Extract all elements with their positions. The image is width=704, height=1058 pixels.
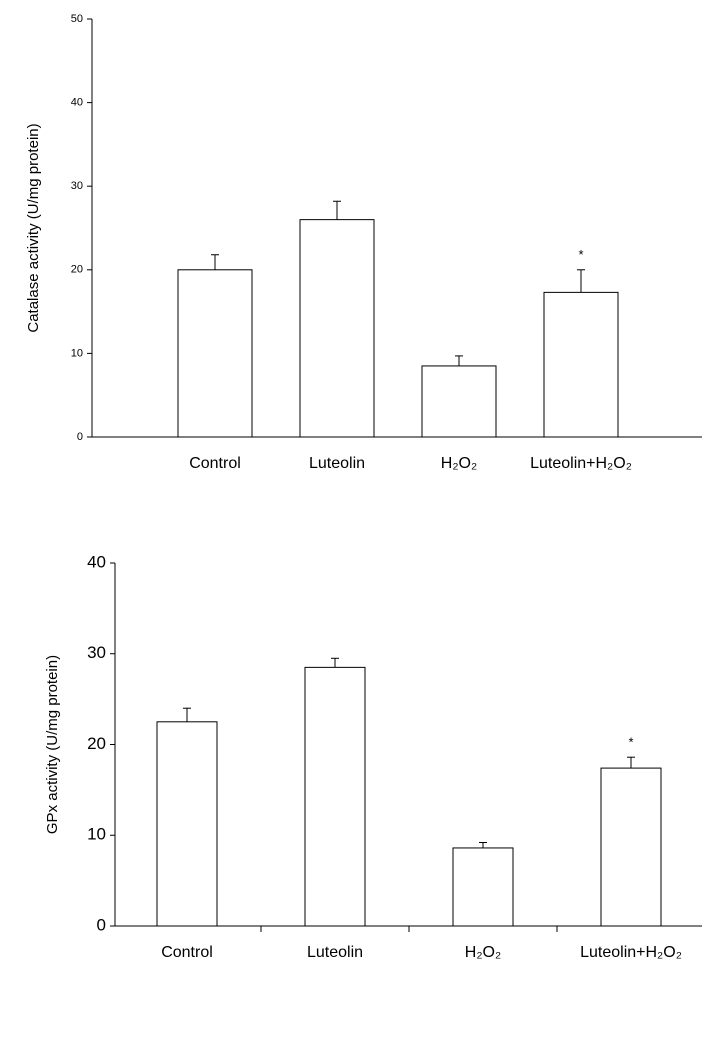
y-tick-label: 50: [71, 13, 83, 25]
bar: [305, 667, 365, 926]
y-axis-label: Catalase activity (U/mg protein): [25, 123, 42, 332]
x-tick-label: Control: [189, 455, 241, 472]
significance-label: *: [578, 247, 583, 262]
y-axis-label: GPx activity (U/mg protein): [44, 655, 61, 834]
x-tick-label: Luteolin+H₂O₂: [580, 944, 682, 961]
bar: [157, 722, 217, 926]
x-tick-label: Control: [161, 944, 213, 961]
y-tick-label: 40: [71, 97, 83, 109]
x-tick-label: Luteolin+H₂O₂: [530, 455, 632, 472]
y-tick-label: 10: [71, 347, 83, 359]
x-tick-label: Luteolin: [307, 944, 363, 961]
y-tick-label: 30: [87, 643, 106, 662]
y-tick-label: 20: [87, 734, 106, 753]
bar: [453, 848, 513, 926]
bar: [601, 768, 661, 926]
y-tick-label: 30: [71, 180, 83, 192]
bar: [300, 220, 374, 437]
y-tick-label: 0: [97, 915, 106, 934]
y-tick-label: 20: [71, 264, 83, 276]
figure: 0 10 20 30 40 50 Catalase activity (U/mg prote…: [0, 0, 704, 1058]
y-tick-label: 10: [87, 825, 106, 844]
significance-label: *: [628, 735, 633, 750]
x-tick-label: H₂O₂: [441, 455, 477, 472]
bar: [422, 366, 496, 437]
y-tick-label: 0: [77, 431, 83, 443]
bar: [178, 270, 252, 437]
x-tick-label: H₂O₂: [465, 944, 501, 961]
x-tick-label: Luteolin: [309, 455, 365, 472]
bar: [544, 292, 618, 437]
y-tick-label: 40: [87, 552, 106, 571]
